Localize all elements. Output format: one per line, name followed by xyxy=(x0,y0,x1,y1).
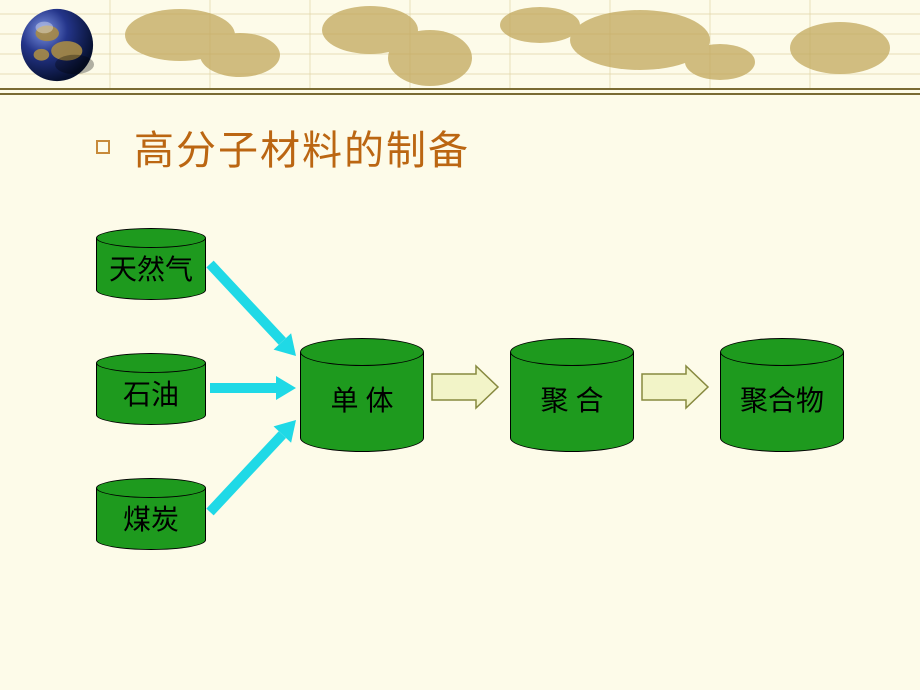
cylinder-label-monomer: 单 体 xyxy=(300,379,424,419)
diagram-stage: 天然气石油煤炭 单 体 聚 合 聚合物 xyxy=(0,220,920,620)
nodes-layer: 天然气石油煤炭 单 体 聚 合 聚合物 xyxy=(0,0,920,690)
cylinder-polymer: 聚合物 xyxy=(720,338,844,452)
cylinder-label-poly: 聚 合 xyxy=(510,379,634,419)
cylinder-coal: 煤炭 xyxy=(96,478,206,550)
cylinder-monomer: 单 体 xyxy=(300,338,424,452)
cylinder-label-gas: 天然气 xyxy=(96,248,206,288)
cylinder-poly: 聚 合 xyxy=(510,338,634,452)
cylinder-gas: 天然气 xyxy=(96,228,206,300)
cylinder-label-oil: 石油 xyxy=(96,373,206,413)
cylinder-label-coal: 煤炭 xyxy=(96,498,206,538)
cylinder-oil: 石油 xyxy=(96,353,206,425)
cylinder-label-polymer: 聚合物 xyxy=(720,379,844,419)
